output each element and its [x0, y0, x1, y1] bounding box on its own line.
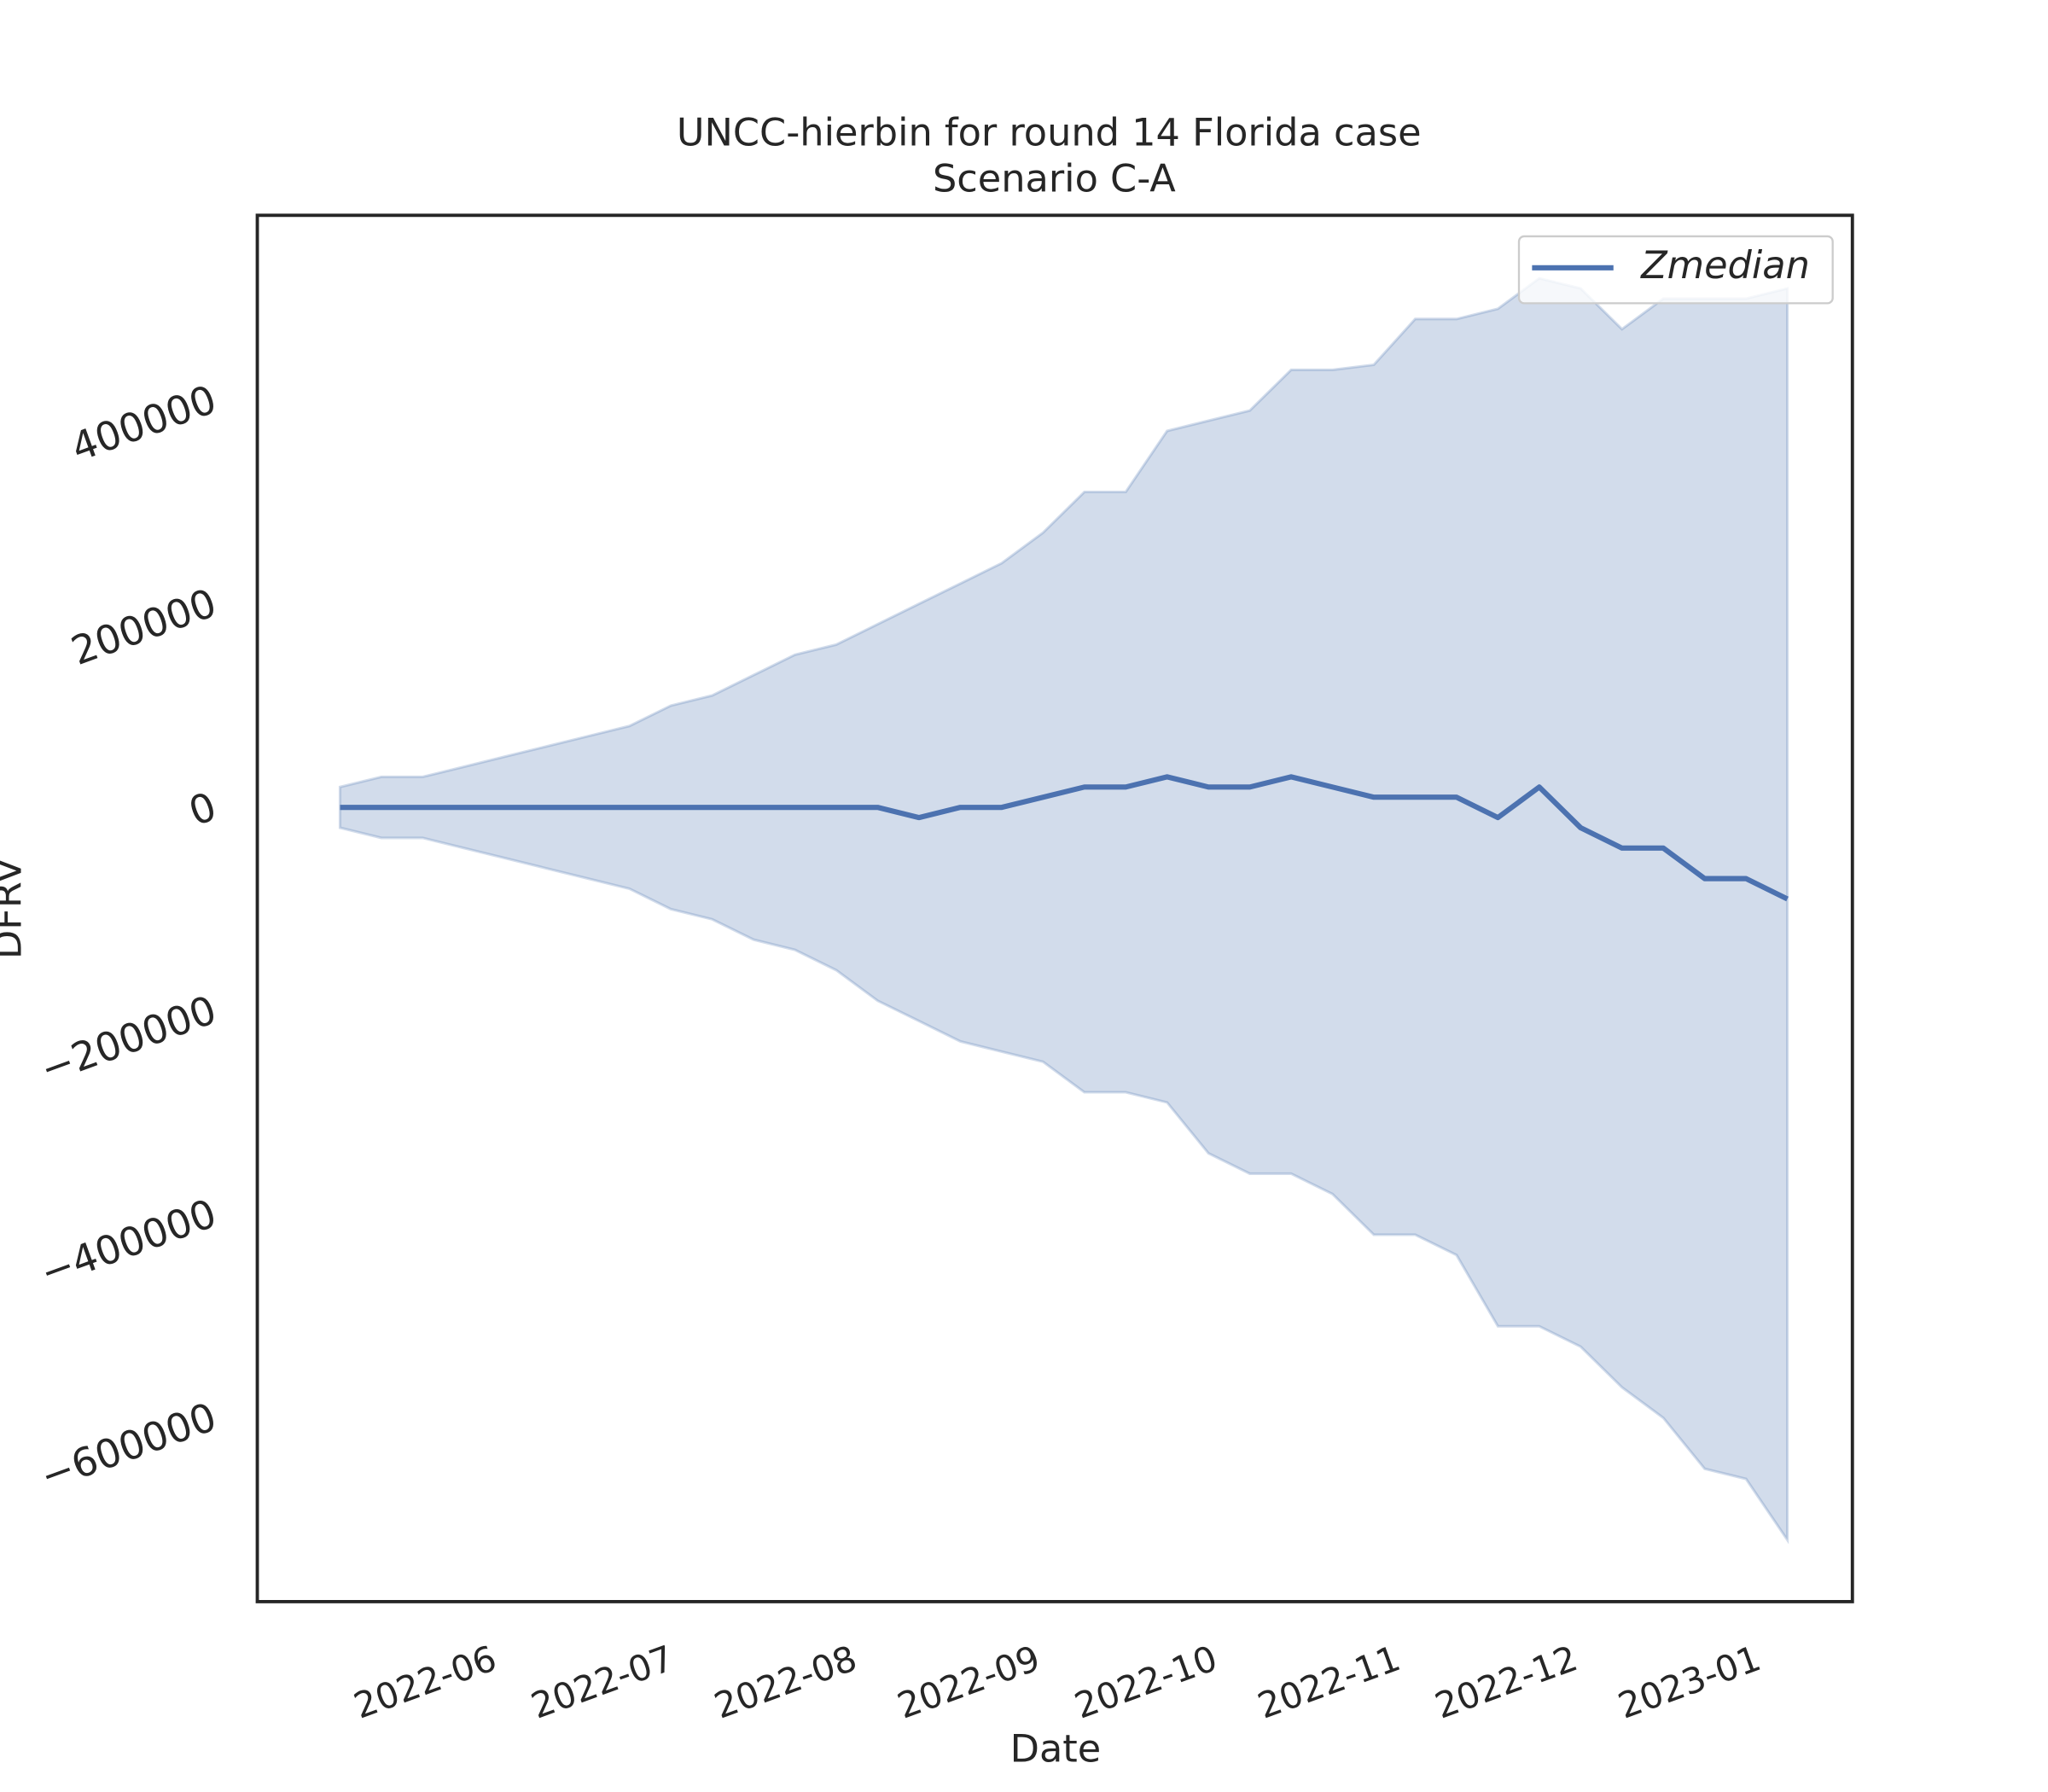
x-axis-label: Date: [1010, 1726, 1102, 1771]
x-tick-label: 2022-08: [708, 1637, 862, 1726]
y-tick-label: −200000: [34, 986, 222, 1092]
y-axis-label: DFRV: [0, 858, 30, 960]
plot-frame: [255, 213, 1854, 1603]
line: [340, 774, 1789, 902]
x-tick-label: 2022-10: [1069, 1637, 1223, 1726]
legend-label: Zmedian: [1640, 243, 1810, 288]
x-tick-label: 2022-07: [526, 1637, 679, 1726]
legend: Zmedian: [1517, 235, 1834, 305]
x-tick-label: 2023-01: [1613, 1637, 1766, 1726]
chart-title: UNCC-hierbin for round 14 Florida case: [677, 110, 1422, 154]
x-tick-label: 2022-11: [1252, 1637, 1405, 1726]
x-tick-label: 2022-06: [348, 1637, 502, 1726]
y-tick-label: 400000: [65, 376, 222, 471]
chart-subtitle: Scenario C-A: [933, 156, 1176, 201]
y-tick-label: 0: [183, 783, 222, 835]
legend-box: [1517, 235, 1834, 305]
x-tick-label: 2022-09: [892, 1637, 1045, 1726]
y-tick-label: −400000: [34, 1190, 222, 1295]
uncertainty-band: [338, 276, 1789, 1545]
y-tick-label: −600000: [34, 1393, 222, 1499]
y-tick-label: 200000: [65, 579, 222, 674]
x-tick-label: 2022-12: [1429, 1637, 1583, 1726]
